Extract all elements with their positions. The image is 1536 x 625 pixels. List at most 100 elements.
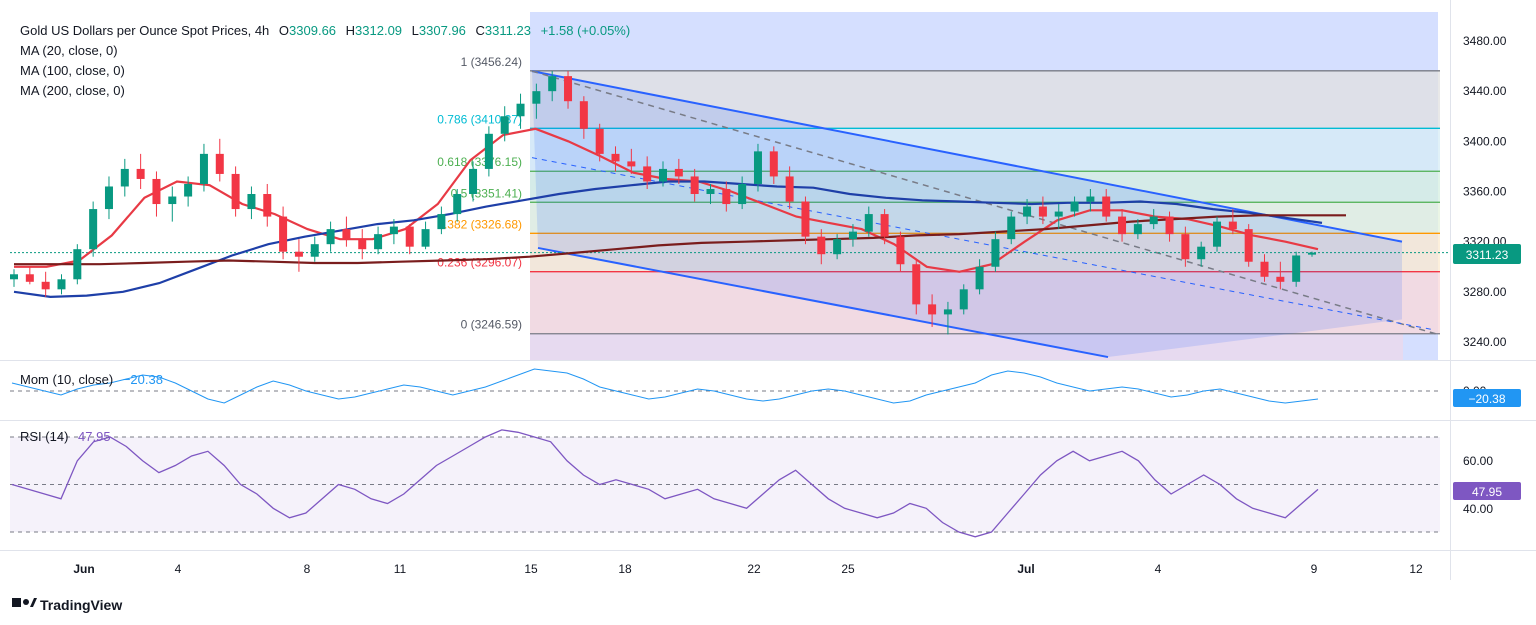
candle[interactable] (928, 294, 937, 327)
candle[interactable] (421, 221, 430, 250)
candle[interactable] (801, 196, 810, 245)
candle[interactable] (674, 158, 683, 184)
candle[interactable] (405, 224, 414, 255)
candle[interactable] (310, 236, 319, 262)
chart-legend[interactable]: Gold US Dollars per Ounce Spot Prices, 4… (20, 23, 630, 38)
candle[interactable] (595, 123, 604, 162)
candle[interactable] (690, 168, 699, 202)
rsi-legend[interactable]: RSI (14) 47.95 (20, 429, 111, 444)
tradingview-logo[interactable]: TradingView (12, 597, 122, 613)
candle[interactable] (294, 239, 303, 272)
candle-body (421, 229, 430, 247)
price-axis[interactable]: 3480.003440.003400.003360.003320.003280.… (1463, 34, 1507, 349)
candle[interactable] (120, 158, 129, 197)
candle-body (358, 239, 367, 250)
candle[interactable] (41, 271, 50, 297)
candle[interactable] (1086, 188, 1095, 212)
time-axis[interactable]: Jun 4 8 11 15 18 22 25 Jul 4 9 12 (73, 562, 1423, 576)
mom-legend[interactable]: Mom (10, close) −20.38 (20, 372, 163, 387)
candle[interactable] (152, 171, 161, 217)
candle[interactable] (1308, 251, 1316, 257)
candle[interactable] (279, 206, 288, 260)
candle[interactable] (1197, 241, 1206, 267)
ma100-legend[interactable]: MA (100, close, 0) (20, 63, 125, 78)
candle[interactable] (500, 106, 509, 142)
candle[interactable] (184, 176, 193, 207)
candle[interactable] (263, 183, 272, 227)
candle[interactable] (1213, 216, 1222, 252)
candle[interactable] (10, 269, 18, 287)
candle[interactable] (516, 93, 525, 129)
candle[interactable] (959, 284, 968, 315)
candle[interactable] (1244, 224, 1253, 267)
time-tick-label: 12 (1409, 562, 1423, 576)
candle[interactable] (611, 146, 620, 172)
candle[interactable] (1181, 226, 1190, 267)
fibonacci-retracement: 1 (3456.24) 0.786 (3410.37) 0.618 (3376.15… (437, 55, 1440, 360)
ma200-legend[interactable]: MA (200, close, 0) (20, 83, 125, 98)
candle[interactable] (25, 266, 34, 285)
candle[interactable] (833, 234, 842, 260)
candle[interactable] (564, 71, 573, 109)
open-label: O (279, 23, 289, 38)
candle[interactable] (643, 156, 652, 189)
candle[interactable] (817, 229, 826, 265)
candle[interactable] (89, 201, 98, 257)
candle[interactable] (896, 231, 905, 272)
candle[interactable] (991, 231, 1000, 272)
candle[interactable] (1023, 199, 1032, 225)
candle[interactable] (738, 176, 747, 210)
candle[interactable] (1276, 261, 1285, 290)
candle[interactable] (437, 206, 446, 235)
candle[interactable] (199, 143, 208, 192)
candle[interactable] (57, 274, 66, 295)
candle[interactable] (912, 259, 921, 315)
candle[interactable] (532, 83, 541, 119)
candle[interactable] (453, 188, 462, 222)
candle[interactable] (943, 301, 952, 335)
candle[interactable] (1054, 204, 1063, 230)
candle[interactable] (342, 216, 351, 247)
candle[interactable] (374, 226, 383, 255)
candle[interactable] (769, 146, 778, 184)
candle[interactable] (168, 186, 177, 222)
fib-level-label: 0.5 (3351.41) (451, 186, 522, 200)
candle[interactable] (1133, 219, 1142, 240)
candle[interactable] (579, 96, 588, 139)
candle[interactable] (104, 176, 113, 220)
candle[interactable] (1260, 254, 1269, 282)
candle[interactable] (1165, 211, 1174, 242)
candle[interactable] (215, 138, 224, 182)
candle[interactable] (136, 153, 145, 189)
candle[interactable] (706, 183, 715, 205)
candle[interactable] (864, 206, 873, 237)
candle[interactable] (247, 186, 256, 220)
candle[interactable] (722, 181, 731, 212)
candle[interactable] (389, 219, 398, 245)
candle[interactable] (753, 143, 762, 192)
candle[interactable] (1118, 209, 1127, 242)
candle[interactable] (848, 224, 857, 247)
candles[interactable] (10, 71, 1316, 335)
candle[interactable] (469, 161, 478, 202)
candle[interactable] (975, 259, 984, 295)
candle[interactable] (548, 71, 557, 102)
candle[interactable] (659, 161, 667, 187)
candle[interactable] (1070, 196, 1079, 217)
candle[interactable] (1038, 196, 1047, 225)
candle[interactable] (627, 148, 636, 174)
candle[interactable] (785, 166, 794, 210)
candle[interactable] (1007, 211, 1016, 245)
candle[interactable] (484, 126, 493, 177)
candle[interactable] (73, 244, 82, 285)
candle[interactable] (358, 229, 367, 260)
candle[interactable] (1149, 209, 1158, 230)
candle[interactable] (1102, 188, 1111, 222)
candle[interactable] (326, 221, 335, 252)
ma20-legend[interactable]: MA (20, close, 0) (20, 43, 118, 58)
candle[interactable] (231, 166, 240, 217)
candle[interactable] (1292, 251, 1301, 287)
candle[interactable] (1228, 209, 1237, 235)
candle[interactable] (880, 209, 889, 245)
